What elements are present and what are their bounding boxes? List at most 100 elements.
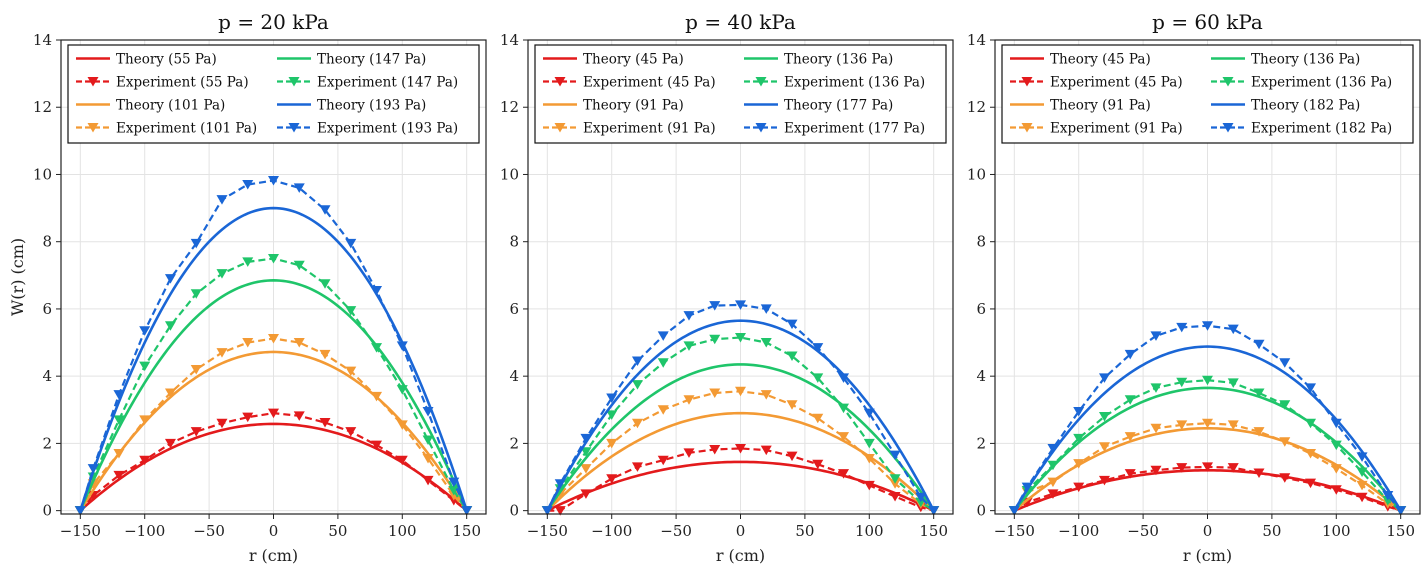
legend-label: Experiment (45 Pa) (583, 75, 716, 91)
data-point (606, 410, 618, 420)
data-point (396, 420, 408, 430)
legend-entry: Theory (193 Pa) (277, 98, 426, 114)
y-tick-label: 8 (509, 233, 519, 251)
legend-marker (1021, 77, 1033, 87)
data-point (1098, 373, 1110, 383)
data-point (1279, 437, 1291, 447)
data-point (345, 238, 357, 249)
data-point (863, 480, 875, 491)
data-point (293, 260, 305, 271)
data-point (1098, 412, 1110, 422)
y-tick-label: 6 (976, 300, 986, 318)
y-tick-label: 4 (42, 367, 52, 385)
legend-label: Theory (147 Pa) (317, 52, 426, 68)
legend-entry: Theory (45 Pa) (543, 52, 684, 68)
data-point (216, 269, 228, 279)
data-point (863, 438, 875, 449)
data-point (606, 393, 618, 404)
data-point (554, 506, 566, 516)
data-point (709, 444, 721, 455)
data-point (139, 415, 151, 425)
chart-title: p = 40 kPa (685, 10, 796, 34)
data-point (371, 440, 383, 451)
chart-panel-2: −150 −100 −50 0 50 100 150 0 2 4 6 8 10 12 14 p = 40 kP… (500, 10, 954, 565)
data-point (631, 380, 643, 390)
data-point (1330, 464, 1342, 474)
data-point (396, 455, 408, 466)
x-axis-label: r (cm) (1183, 546, 1232, 565)
data-point (606, 438, 618, 449)
y-tick-label: 2 (42, 434, 52, 452)
data-point (139, 455, 151, 466)
data-point (1330, 418, 1342, 429)
series-experiment-3 (74, 334, 473, 516)
legend-label: Experiment (136 Pa) (784, 75, 925, 91)
data-point (1047, 489, 1059, 499)
data-point (838, 469, 850, 479)
data-point (1356, 467, 1368, 477)
legend-label: Experiment (55 Pa) (116, 75, 249, 91)
data-point (164, 321, 176, 331)
legend-box (534, 44, 947, 144)
data-point (396, 341, 408, 351)
data-point (113, 448, 125, 459)
data-point (709, 334, 721, 345)
data-point (1150, 423, 1162, 434)
legend-entry: Experiment (45 Pa) (543, 75, 716, 91)
data-point (87, 464, 99, 474)
legend-marker (554, 77, 566, 87)
data-point (139, 326, 151, 336)
x-tick-label: 0 (736, 522, 746, 540)
data-point (1176, 463, 1188, 473)
data-point (164, 274, 176, 284)
y-tick-label: 14 (500, 31, 519, 49)
data-point (812, 413, 824, 424)
data-point (760, 338, 772, 348)
data-point (760, 445, 772, 456)
data-point (1279, 400, 1291, 410)
x-tick-label: 100 (1322, 522, 1351, 540)
legend-label: Experiment (177 Pa) (784, 121, 925, 137)
data-point (74, 506, 86, 516)
legend: Theory (45 Pa) Experiment (45 Pa) Theory (… (534, 44, 947, 144)
data-point (1330, 440, 1342, 451)
data-point (580, 489, 592, 499)
x-tick-label: −150 (527, 522, 568, 540)
x-tick-label: 150 (1386, 522, 1415, 540)
data-point (786, 319, 798, 330)
data-point (786, 351, 798, 361)
x-tick-label: 150 (452, 522, 481, 540)
data-point (1305, 383, 1317, 393)
data-point (1047, 460, 1059, 471)
legend-label: Theory (101 Pa) (116, 98, 225, 114)
data-point (580, 447, 592, 457)
data-point (293, 338, 305, 348)
x-axis-label: r (cm) (249, 546, 298, 565)
y-axis-label: W(r) (cm) (8, 238, 27, 316)
legend-marker (288, 123, 300, 133)
data-point (541, 506, 553, 516)
data-point (371, 285, 383, 296)
data-point (396, 385, 408, 395)
data-point (422, 454, 434, 464)
data-point (113, 470, 125, 481)
legend-box (67, 44, 480, 144)
y-tick-label: 6 (42, 300, 52, 318)
legend-label: Theory (177 Pa) (784, 98, 893, 114)
data-point (1279, 473, 1291, 483)
y-tick-label: 12 (967, 98, 986, 116)
data-point (838, 403, 850, 414)
x-tick-label: 50 (795, 522, 814, 540)
data-point (216, 418, 228, 429)
data-point (889, 450, 901, 461)
data-point (1253, 388, 1265, 398)
data-point (1395, 506, 1407, 516)
x-tick-label: −50 (193, 522, 225, 540)
legend-label: Experiment (91 Pa) (583, 121, 716, 137)
legend-label: Experiment (147 Pa) (317, 75, 458, 91)
data-point (1073, 406, 1085, 417)
data-point (1305, 418, 1317, 429)
data-point (268, 408, 279, 419)
legend-label: Theory (193 Pa) (317, 98, 426, 114)
data-point (709, 388, 721, 398)
